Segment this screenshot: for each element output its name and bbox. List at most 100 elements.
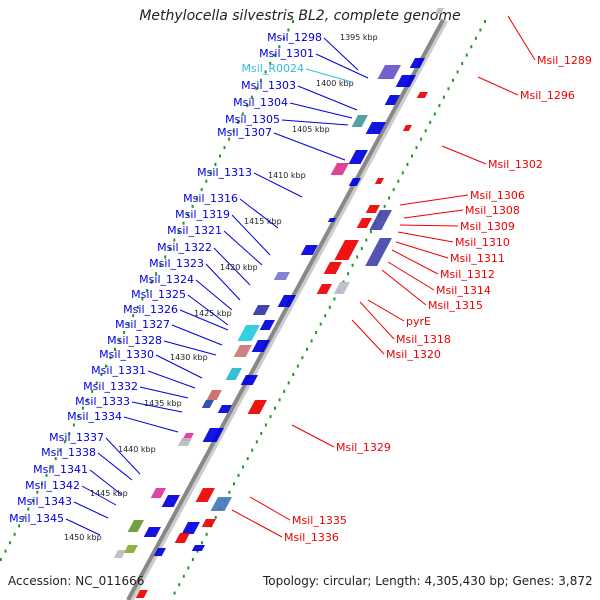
gene-feature[interactable] bbox=[348, 178, 361, 186]
gene-feature[interactable] bbox=[356, 218, 372, 228]
gene-feature[interactable] bbox=[113, 550, 126, 558]
gene-feature[interactable] bbox=[240, 375, 258, 385]
gene-feature[interactable] bbox=[123, 545, 138, 553]
gene-label-msil-1330[interactable]: Msil_1330 bbox=[99, 348, 154, 361]
gene-feature[interactable] bbox=[210, 497, 232, 511]
gene-label-msil-1335[interactable]: Msil_1335 bbox=[292, 514, 347, 527]
gene-feature[interactable] bbox=[174, 533, 190, 543]
gene-label-msil-1332[interactable]: Msil_1332 bbox=[83, 380, 138, 393]
gene-feature[interactable] bbox=[333, 282, 350, 294]
gene-label-msil-1336[interactable]: Msil_1336 bbox=[284, 531, 339, 544]
gene-label-msil-1327[interactable]: Msil_1327 bbox=[115, 318, 170, 331]
gene-label-msil-1305[interactable]: Msil_1305 bbox=[225, 113, 280, 126]
gene-label-msil-1309[interactable]: Msil_1309 bbox=[460, 220, 515, 233]
gene-feature[interactable] bbox=[143, 527, 161, 537]
gene-label-msil-1331[interactable]: Msil_1331 bbox=[91, 364, 146, 377]
gene-label-msil-1319[interactable]: Msil_1319 bbox=[175, 208, 230, 221]
gene-label-msil-1325[interactable]: Msil_1325 bbox=[131, 288, 186, 301]
gene-feature[interactable] bbox=[402, 125, 412, 131]
gene-feature[interactable] bbox=[384, 95, 400, 105]
gene-label-msil-1326[interactable]: Msil_1326 bbox=[123, 303, 178, 316]
gene-feature[interactable] bbox=[351, 115, 368, 127]
gene-label-msil-1304[interactable]: Msil_1304 bbox=[233, 96, 288, 109]
gene-feature[interactable] bbox=[365, 205, 380, 213]
gene-label-msil-1316[interactable]: Msil_1316 bbox=[183, 192, 238, 205]
gene-feature[interactable] bbox=[237, 325, 260, 341]
gene-label-msil-1343[interactable]: Msil_1343 bbox=[17, 495, 72, 508]
gene-feature[interactable] bbox=[316, 284, 332, 294]
gene-feature[interactable] bbox=[201, 519, 216, 527]
gene-feature[interactable] bbox=[259, 320, 275, 330]
gene-label-msil-1307[interactable]: Msil_1307 bbox=[217, 126, 272, 139]
gene-label-msil-1298[interactable]: Msil_1298 bbox=[267, 31, 322, 44]
gene-label-msil-1341[interactable]: Msil_1341 bbox=[33, 463, 88, 476]
gene-feature[interactable] bbox=[153, 548, 166, 556]
gene-feature[interactable] bbox=[327, 218, 337, 222]
gene-label-msil-1334[interactable]: Msil_1334 bbox=[67, 410, 122, 423]
gene-label-msil-r0024[interactable]: Msil_R0024 bbox=[242, 62, 304, 75]
gene-feature[interactable] bbox=[273, 272, 290, 280]
gene-label-msil-1324[interactable]: Msil_1324 bbox=[139, 273, 194, 286]
gene-feature[interactable] bbox=[191, 545, 206, 551]
gene-label-msil-1308[interactable]: Msil_1308 bbox=[465, 204, 520, 217]
gene-feature[interactable] bbox=[127, 520, 144, 532]
gene-label-msil-1311[interactable]: Msil_1311 bbox=[450, 252, 505, 265]
gene-feature[interactable] bbox=[395, 75, 416, 87]
gene-label-msil-1289[interactable]: Msil_1289 bbox=[537, 54, 592, 67]
gene-label-msil-1303[interactable]: Msil_1303 bbox=[241, 79, 296, 92]
gene-feature[interactable] bbox=[323, 262, 343, 274]
gene-feature[interactable] bbox=[374, 178, 384, 184]
gene-label-msil-1301[interactable]: Msil_1301 bbox=[259, 47, 314, 60]
gene-label-msil-1306[interactable]: Msil_1306 bbox=[470, 189, 525, 202]
gene-label-msil-1321[interactable]: Msil_1321 bbox=[167, 224, 222, 237]
gene-feature[interactable] bbox=[300, 245, 318, 255]
gene-feature[interactable] bbox=[434, 8, 444, 14]
gene-label-msil-1323[interactable]: Msil_1323 bbox=[149, 257, 204, 270]
gene-feature[interactable] bbox=[233, 345, 252, 357]
gene-feature[interactable] bbox=[181, 522, 200, 534]
gene-feature[interactable] bbox=[377, 65, 401, 79]
gene-feature[interactable] bbox=[277, 295, 297, 307]
gene-label-msil-1333[interactable]: Msil_1333 bbox=[75, 395, 130, 408]
gene-feature[interactable] bbox=[348, 150, 368, 164]
gene-feature[interactable] bbox=[330, 163, 350, 175]
gene-label-msil-1328[interactable]: Msil_1328 bbox=[107, 334, 162, 347]
gene-feature[interactable] bbox=[217, 405, 232, 413]
gene-feature[interactable] bbox=[202, 428, 224, 442]
gene-feature[interactable] bbox=[409, 58, 425, 68]
gene-label-pyre[interactable]: pyrE bbox=[406, 315, 431, 328]
gene-feature[interactable] bbox=[161, 495, 181, 507]
gene-feature[interactable] bbox=[150, 488, 166, 498]
gene-labels[interactable]: Msil_1298 Msil_1301 Msil_R0024 Msil_1303 Msi… bbox=[9, 31, 592, 544]
gene-feature[interactable] bbox=[201, 400, 214, 408]
gene-label-msil-1312[interactable]: Msil_1312 bbox=[440, 268, 495, 281]
gene-label-msil-1302[interactable]: Msil_1302 bbox=[488, 158, 543, 171]
gene-label-msil-1342[interactable]: Msil_1342 bbox=[25, 479, 80, 492]
gene-label-msil-1320[interactable]: Msil_1320 bbox=[386, 348, 441, 361]
gene-feature[interactable] bbox=[365, 238, 392, 266]
gene-label-msil-1345[interactable]: Msil_1345 bbox=[9, 512, 64, 525]
gene-feature[interactable] bbox=[247, 400, 267, 414]
gene-feature[interactable] bbox=[206, 390, 222, 400]
gene-feature[interactable] bbox=[135, 590, 149, 598]
gene-feature[interactable] bbox=[195, 488, 215, 502]
gene-feature[interactable] bbox=[251, 340, 271, 352]
gene-feature[interactable] bbox=[334, 240, 359, 260]
gene-label-msil-1315[interactable]: Msil_1315 bbox=[428, 299, 483, 312]
gene-label-msil-1322[interactable]: Msil_1322 bbox=[157, 241, 212, 254]
gene-label-msil-1338[interactable]: Msil_1338 bbox=[41, 446, 96, 459]
gene-feature[interactable] bbox=[177, 438, 192, 446]
gene-feature[interactable] bbox=[225, 368, 242, 380]
gene-feature[interactable] bbox=[365, 122, 386, 134]
gene-label-msil-1310[interactable]: Msil_1310 bbox=[455, 236, 510, 249]
gene-feature[interactable] bbox=[416, 92, 428, 98]
gene-feature[interactable] bbox=[252, 305, 270, 315]
gene-label-msil-1296[interactable]: Msil_1296 bbox=[520, 89, 575, 102]
gene-label-msil-1337[interactable]: Msil_1337 bbox=[49, 431, 104, 444]
gene-label-msil-1314[interactable]: Msil_1314 bbox=[436, 284, 491, 297]
gene-feature[interactable] bbox=[369, 210, 392, 230]
gene-label-msil-1313[interactable]: Msil_1313 bbox=[197, 166, 252, 179]
gene-label-msil-1318[interactable]: Msil_1318 bbox=[396, 333, 451, 346]
gene-label-msil-1329[interactable]: Msil_1329 bbox=[336, 441, 391, 454]
